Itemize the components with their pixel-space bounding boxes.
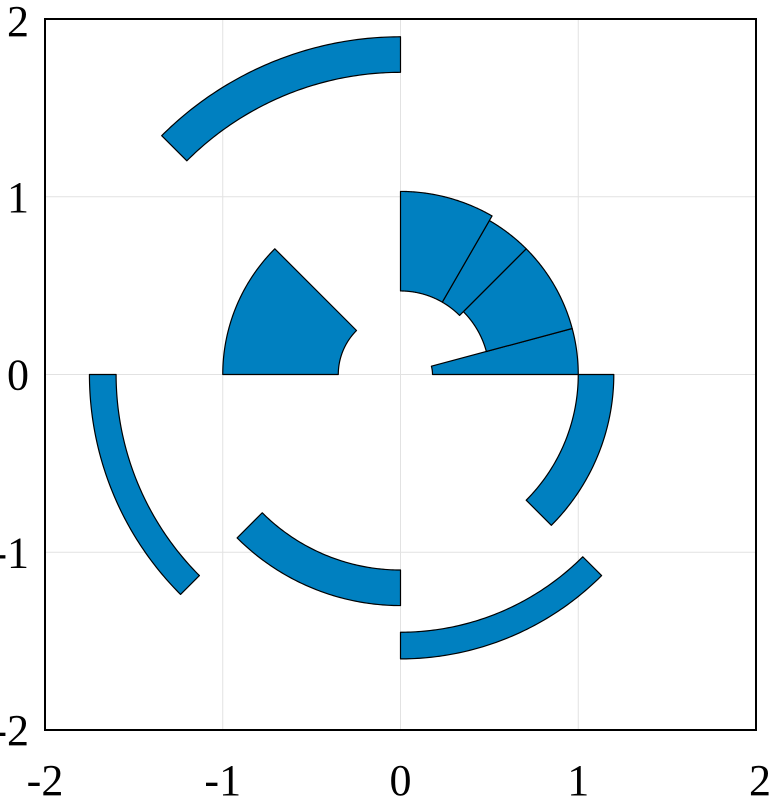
- y-tick-label: 0: [7, 351, 29, 400]
- x-tick-label: -1: [204, 756, 241, 801]
- x-tick-label: -2: [27, 756, 64, 801]
- grid-lines: [44, 18, 757, 731]
- sector-8: [236, 512, 402, 607]
- sector-7: [88, 373, 200, 596]
- sector-1: [430, 327, 579, 376]
- sector-4: [399, 190, 493, 303]
- sector-5: [161, 36, 402, 162]
- y-tick-label: -1: [0, 528, 29, 577]
- y-tick-label: -2: [0, 706, 29, 755]
- x-tick-label: 0: [390, 756, 412, 801]
- x-tick-label: 1: [567, 756, 589, 801]
- axes-frame: [44, 18, 757, 731]
- sector-series: [88, 36, 615, 660]
- x-tick-labels: -2 -1 0 1 2: [27, 756, 771, 801]
- y-tick-label: 1: [7, 173, 29, 222]
- sector-10: [525, 373, 615, 526]
- y-tick-labels: -2 -1 0 1 2: [0, 0, 29, 755]
- x-tick-label: 2: [749, 756, 771, 801]
- y-tick-label: 2: [7, 0, 29, 46]
- sector-6: [222, 248, 358, 376]
- sector-9: [399, 556, 603, 660]
